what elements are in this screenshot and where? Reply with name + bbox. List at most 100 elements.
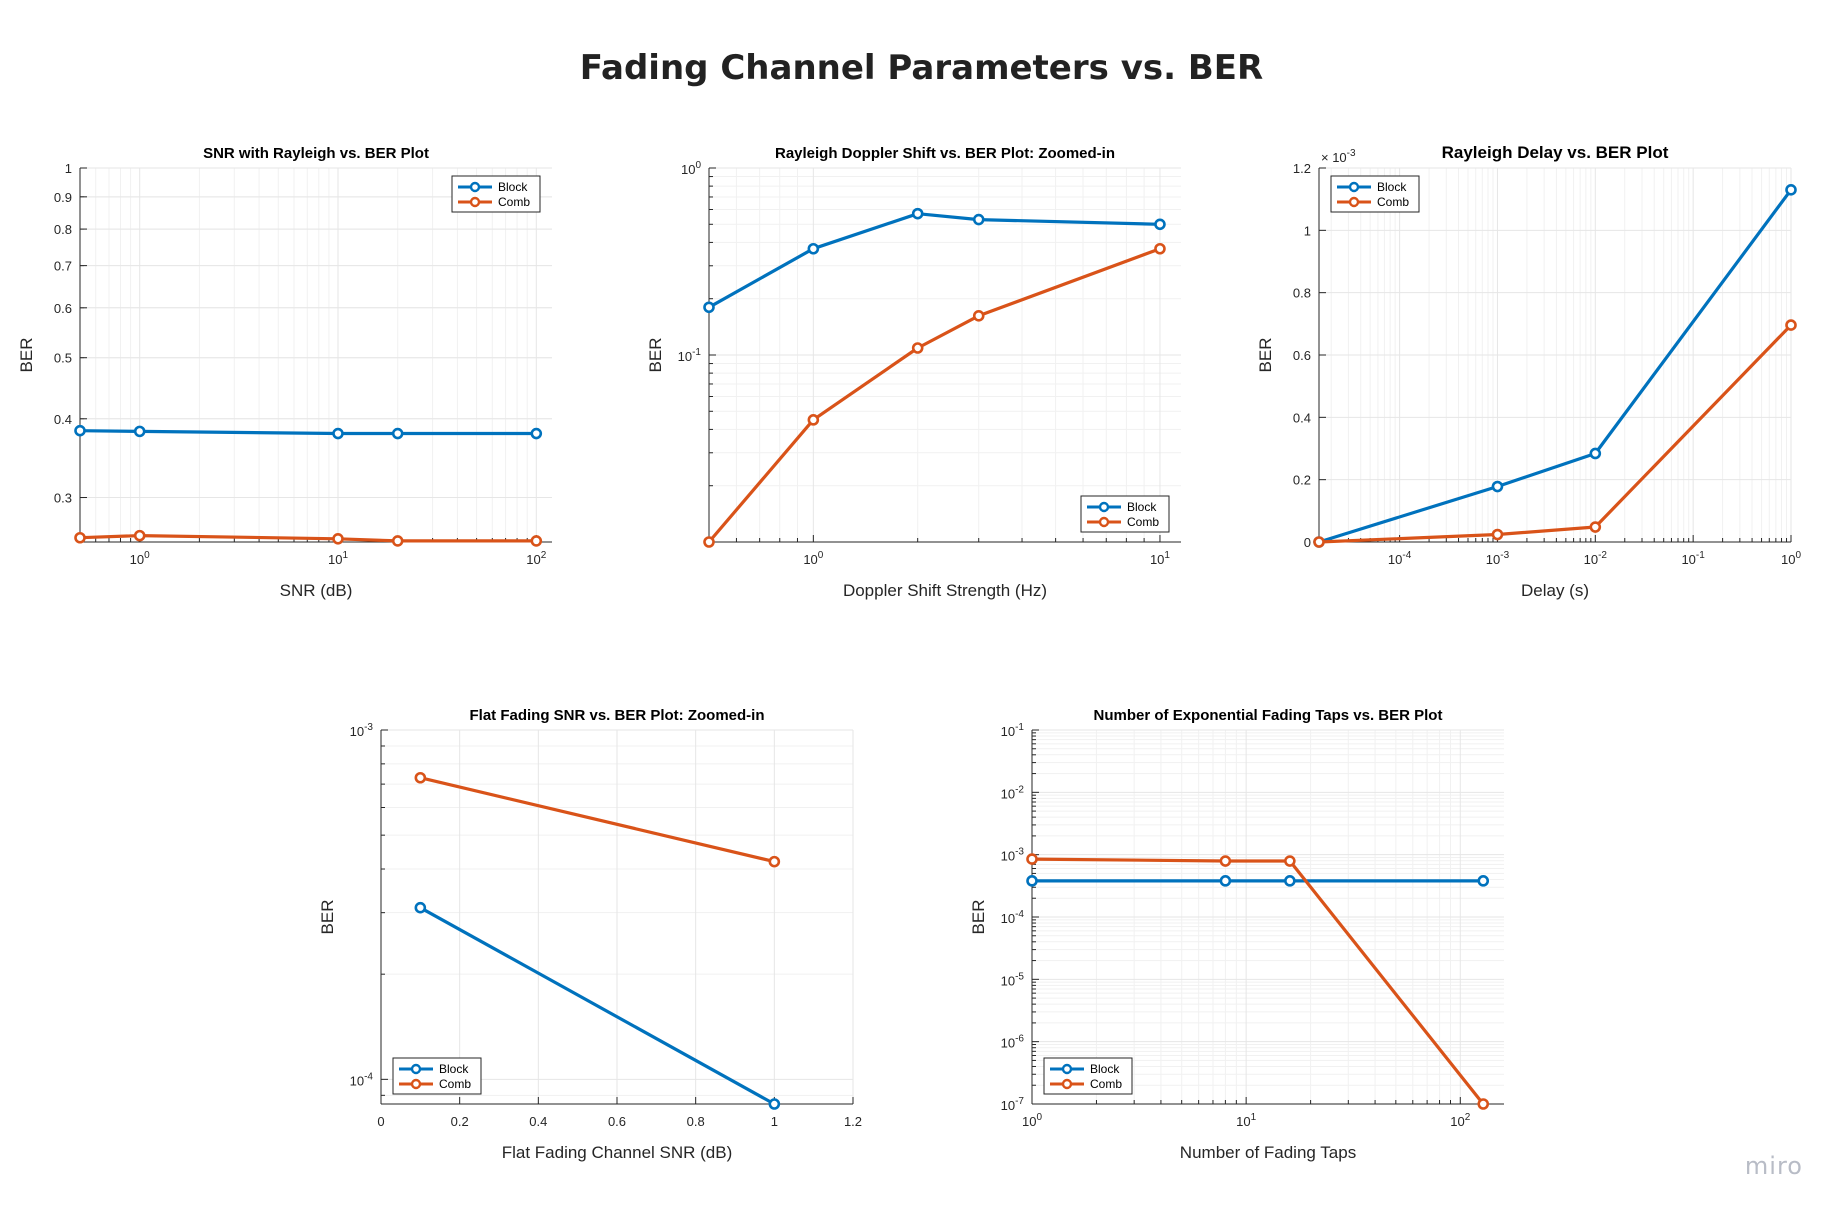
y-tick-label: 10-3	[350, 722, 374, 739]
data-point	[530, 427, 543, 440]
legend-label: Block	[1377, 180, 1407, 194]
y-tick-label: 0.8	[54, 222, 72, 237]
miro-watermark: miro	[1744, 1152, 1803, 1180]
series-line	[1318, 188, 1793, 544]
data-point	[414, 901, 427, 914]
data-point	[1026, 875, 1038, 887]
x-tick-label: 1.2	[844, 1114, 862, 1129]
legend-label: Block	[439, 1062, 469, 1076]
series-line	[708, 212, 1161, 309]
data-point	[768, 855, 781, 868]
data-point	[1154, 218, 1166, 231]
x-axis-label: Delay (s)	[1521, 581, 1589, 600]
series-comb	[1026, 853, 1490, 1110]
data-point	[1284, 855, 1296, 867]
series-comb	[703, 242, 1166, 548]
x-tick-label: 101	[1236, 1112, 1256, 1129]
x-tick-label: 0.4	[529, 1114, 547, 1129]
chart-panel-5: 100 101 102 10-7 10-6 10-5 10-4 10-3 10-2 10-1 Num…	[969, 707, 1504, 1162]
legend-label: Block	[498, 180, 528, 194]
y-tick-label: 0.9	[54, 190, 72, 205]
data-point	[332, 427, 344, 440]
y-tick-label: 10-2	[1001, 784, 1025, 801]
legend-box	[451, 175, 541, 213]
x-tick-label: 0	[377, 1114, 384, 1129]
legend-label: Comb	[1090, 1077, 1122, 1091]
series-line	[1318, 323, 1793, 544]
legend-marker	[1348, 181, 1360, 193]
chart-panel-4: 0 0.2 0.4 0.6 0.8 1 1.2 10-4 10-3 Flat Fading SNR…	[318, 707, 862, 1162]
legend-label: Comb	[1127, 515, 1159, 529]
data-point	[1026, 853, 1038, 865]
y-tick-label: 10-5	[1001, 971, 1025, 988]
data-point	[414, 771, 427, 784]
chart-title: Rayleigh Doppler Shift vs. BER Plot: Zoo…	[775, 145, 1115, 162]
y-tick-label: 0.7	[54, 259, 72, 274]
y-axis-label: BER	[646, 338, 665, 373]
chart-title: Rayleigh Delay vs. BER Plot	[1442, 143, 1669, 162]
x-tick-label: 10-3	[1486, 550, 1510, 567]
x-tick-label: 0.8	[687, 1114, 705, 1129]
y-tick-label: 10-4	[1001, 909, 1025, 926]
data-point	[1477, 1098, 1490, 1110]
legend-marker	[469, 181, 481, 193]
x-tick-label: 100	[1781, 550, 1801, 567]
data-point	[332, 532, 344, 545]
series-comb	[74, 529, 543, 547]
data-point	[972, 213, 985, 226]
series-comb	[1313, 319, 1797, 548]
y-tick-label: 0.4	[1293, 410, 1311, 425]
x-tick-label: 1	[771, 1114, 778, 1129]
y-axis-label: BER	[318, 900, 337, 935]
grid	[1319, 167, 1792, 543]
x-tick-label: 102	[1450, 1112, 1470, 1129]
data-point	[972, 310, 985, 322]
data-point	[1589, 447, 1602, 460]
legend-box	[392, 1057, 482, 1095]
data-point	[768, 1098, 781, 1110]
x-tick-label: 10-4	[1388, 550, 1412, 567]
chart-panel-3: 10-4 10-3 10-2 10-1 100 0 0.2 0.4 0.6 0.8 1 1.2 × 10…	[1256, 143, 1801, 600]
data-point	[74, 424, 86, 437]
legend-marker	[1348, 196, 1360, 208]
data-point	[391, 427, 404, 440]
data-point	[1491, 480, 1504, 493]
y-tick-label: 0.8	[1293, 286, 1311, 301]
series-block	[74, 424, 543, 440]
legend-box	[1330, 175, 1420, 213]
legend-marker	[1061, 1078, 1073, 1090]
y-tick-label: 10-1	[1001, 722, 1025, 739]
series-line	[1031, 857, 1485, 1105]
series-block	[414, 901, 781, 1110]
series-block	[703, 207, 1166, 314]
y-axis-label: BER	[17, 338, 36, 373]
legend-label: Block	[1090, 1062, 1120, 1076]
data-point	[133, 529, 146, 542]
x-tick-label: 101	[1150, 550, 1170, 567]
y-tick-label: 0.4	[54, 412, 72, 427]
y-tick-label: 0.6	[1293, 348, 1311, 363]
legend-label: Comb	[1377, 195, 1409, 209]
data-point	[530, 535, 543, 547]
data-point	[1313, 536, 1325, 548]
x-tick-label: 10-1	[1681, 550, 1705, 567]
y-tick-label: 10-4	[350, 1071, 374, 1088]
legend-marker	[469, 196, 481, 208]
chart-title: Number of Exponential Fading Taps vs. BE…	[1094, 707, 1443, 724]
data-point	[1219, 855, 1232, 867]
y-axis-exponent: × 10-3	[1321, 148, 1356, 165]
data-point	[703, 536, 715, 548]
x-tick-label: 102	[526, 550, 546, 567]
grid	[380, 729, 854, 1104]
series-line	[419, 906, 776, 1106]
y-tick-label: 100	[681, 160, 701, 177]
data-point	[133, 425, 146, 438]
y-tick-label: 0.2	[1293, 473, 1311, 488]
x-tick-label: 0.2	[451, 1114, 469, 1129]
legend-box	[1080, 495, 1170, 533]
